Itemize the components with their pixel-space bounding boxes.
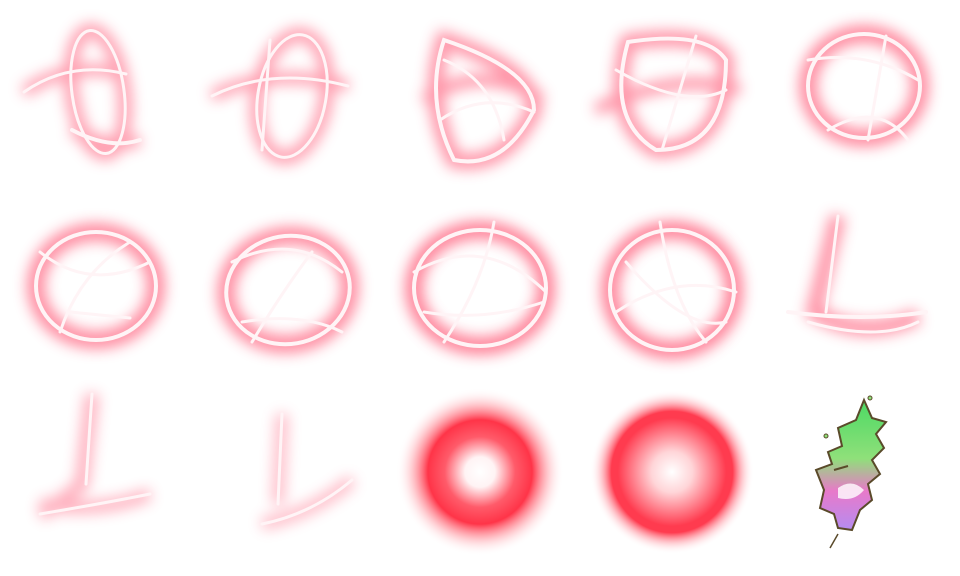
crossed-rings-icon <box>405 220 555 355</box>
glow-ring-orb-icon <box>396 388 564 556</box>
sprite-frame-15 <box>768 384 960 576</box>
rune-glyph-icon <box>814 395 888 549</box>
crossed-rings-icon <box>799 25 929 147</box>
crossed-rings-icon <box>601 220 743 359</box>
sprite-frame-3 <box>384 0 576 192</box>
sprite-frame-8 <box>384 192 576 384</box>
sprite-frame-10 <box>768 192 960 384</box>
sprite-frame-13 <box>384 384 576 576</box>
sprite-frame-5 <box>768 0 960 192</box>
sprite-frame-14 <box>576 384 768 576</box>
crossed-rings-icon <box>27 223 165 349</box>
fading-rings-icon <box>786 214 928 337</box>
sprite-frame-4 <box>576 0 768 192</box>
sprite-frame-2 <box>192 0 384 192</box>
crossed-rings-icon <box>209 27 350 165</box>
sprite-frame-11 <box>0 384 192 576</box>
crossed-rings-icon <box>420 29 546 170</box>
fading-rings-icon <box>260 412 356 530</box>
glow-solid-orb-icon <box>590 390 754 554</box>
sprite-frame-9 <box>576 192 768 384</box>
sprite-frame-6 <box>0 192 192 384</box>
sprite-frame-7 <box>192 192 384 384</box>
crossed-rings-icon <box>217 226 359 354</box>
crossed-rings-icon <box>593 30 742 159</box>
crossed-rings-icon <box>20 23 142 161</box>
sprite-frame-1 <box>0 0 192 192</box>
fading-rings-icon <box>36 392 153 521</box>
sprite-frame-12 <box>192 384 384 576</box>
